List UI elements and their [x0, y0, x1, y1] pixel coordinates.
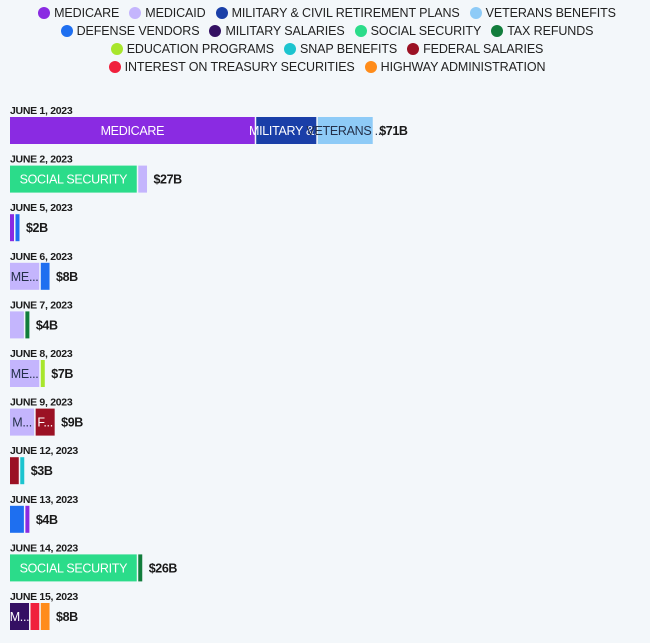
- date-label: JUNE 12, 2023: [10, 445, 78, 457]
- legend-swatch: [491, 25, 504, 37]
- bar-segment: [20, 457, 25, 485]
- bar-segment: [10, 311, 24, 339]
- legend-swatch: [209, 25, 222, 37]
- bar-segment: [256, 117, 317, 144]
- segment-label: SOCIAL SECURITY: [20, 561, 129, 575]
- legend-label: INTEREST ON TREASURY SECURITIES: [124, 60, 355, 74]
- legend-item: MILITARY & CIVIL RETIREMENT PLANS: [215, 5, 460, 21]
- legend-label: VETERANS BENEFITS: [485, 6, 616, 20]
- bar-segment: [10, 505, 24, 533]
- legend-item: DEFENSE VENDORS: [60, 23, 200, 39]
- legend-item: INTEREST ON TREASURY SECURITIES: [108, 59, 355, 75]
- segment-label: ME...: [11, 367, 39, 381]
- legend-swatch: [215, 7, 228, 19]
- legend-label: SOCIAL SECURITY: [370, 24, 482, 38]
- bar-segment: [15, 214, 20, 242]
- legend-label: EDUCATION PROGRAMS: [126, 42, 274, 56]
- legend-label: SNAP BENEFITS: [299, 42, 398, 56]
- segment-label: VETERANS ...: [306, 124, 384, 138]
- total-label: $4B: [36, 318, 58, 332]
- legend-swatch: [129, 7, 142, 19]
- total-label: $9B: [61, 416, 83, 430]
- legend-swatch: [110, 43, 123, 55]
- bar-segment: [25, 505, 30, 533]
- total-label: $3B: [31, 464, 53, 478]
- bar-segment: [10, 165, 137, 193]
- segment-label: M...: [10, 610, 30, 624]
- date-label: JUNE 1, 2023: [10, 105, 73, 117]
- legend-swatch: [60, 25, 73, 37]
- date-label: JUNE 9, 2023: [10, 397, 73, 409]
- legend-label: TAX REFUNDS: [507, 24, 594, 38]
- date-label: JUNE 7, 2023: [10, 299, 73, 311]
- total-label: $71B: [379, 124, 408, 138]
- bar-segment: [40, 360, 45, 387]
- segment-label: ME...: [11, 270, 39, 284]
- legend-swatch: [354, 25, 367, 37]
- segment-label: MILITARY &...: [249, 124, 324, 138]
- legend-swatch: [469, 7, 482, 19]
- total-label: $8B: [56, 270, 78, 284]
- legend-swatch: [38, 7, 51, 19]
- legend-swatch: [283, 43, 296, 55]
- legend-label: MEDICARE: [54, 6, 120, 20]
- bar-segment: [10, 603, 30, 630]
- date-label: JUNE 5, 2023: [10, 202, 73, 214]
- bar-segment: [317, 117, 373, 144]
- legend-item: EDUCATION PROGRAMS: [110, 41, 274, 57]
- bar-segment: [35, 408, 55, 436]
- bar-segment: [138, 165, 148, 193]
- total-label: $2B: [26, 221, 48, 235]
- segment-label: MEDICARE: [101, 124, 165, 138]
- legend-item: VETERANS BENEFITS: [469, 5, 616, 21]
- bar-segment: [10, 117, 255, 144]
- legend-item: HIGHWAY ADMINISTRATION: [364, 59, 546, 75]
- bar-segment: [40, 603, 50, 630]
- date-label: JUNE 15, 2023: [10, 591, 78, 603]
- bar-segment: [10, 262, 40, 290]
- segment-label: M...: [12, 416, 32, 430]
- bar-segment: [30, 603, 40, 630]
- bar-segment: [138, 554, 143, 582]
- legend-label: MILITARY SALARIES: [225, 24, 345, 38]
- legend-item: MILITARY SALARIES: [209, 23, 345, 39]
- legend-label: MEDICAID: [145, 6, 206, 20]
- bar-segment: [10, 457, 19, 485]
- bar-segment: [10, 214, 14, 242]
- total-label: $7B: [51, 367, 73, 381]
- legend-swatch: [108, 61, 121, 73]
- legend-item: MEDICAID: [129, 5, 206, 21]
- date-label: JUNE 14, 2023: [10, 542, 78, 554]
- date-label: JUNE 8, 2023: [10, 348, 73, 360]
- date-label: JUNE 13, 2023: [10, 494, 78, 506]
- legend-swatch: [364, 61, 377, 73]
- date-label: JUNE 6, 2023: [10, 251, 73, 263]
- legend-label: FEDERAL SALARIES: [423, 42, 544, 56]
- total-label: $8B: [56, 610, 78, 624]
- legend-item: TAX REFUNDS: [491, 23, 593, 39]
- legend-label: HIGHWAY ADMINISTRATION: [380, 60, 546, 74]
- bar-segment: [10, 360, 40, 387]
- bar-segment: [10, 408, 35, 436]
- total-label: $26B: [149, 561, 178, 575]
- segment-label: F...: [37, 416, 52, 430]
- legend-item: FEDERAL SALARIES: [407, 41, 543, 57]
- legend-item: MEDICARE: [38, 5, 119, 21]
- chart-legend: MEDICARE MEDICAID MILITARY & CIVIL RETIREM…: [12, 5, 642, 75]
- legend-item: SNAP BENEFITS: [283, 41, 398, 57]
- legend-label: MILITARY & CIVIL RETIREMENT PLANS: [231, 6, 460, 20]
- date-label: JUNE 2, 2023: [10, 154, 73, 166]
- legend-label: DEFENSE VENDORS: [76, 24, 200, 38]
- total-label: $27B: [154, 173, 183, 187]
- legend-item: SOCIAL SECURITY: [354, 23, 482, 39]
- bar-segment: [25, 311, 30, 339]
- total-label: $4B: [36, 513, 58, 527]
- bar-segment: [10, 554, 137, 582]
- legend-swatch: [407, 43, 420, 55]
- segment-label: SOCIAL SECURITY: [20, 173, 129, 187]
- bar-segment: [40, 262, 50, 290]
